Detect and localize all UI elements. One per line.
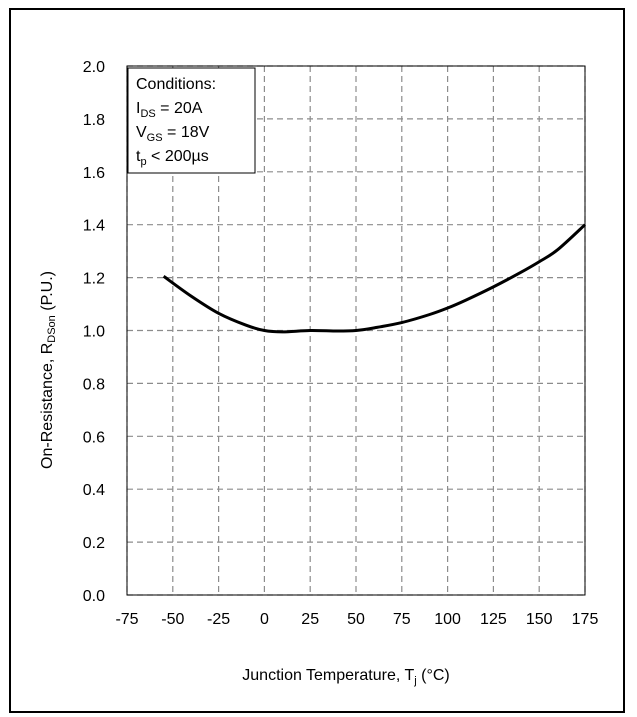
conditions-title: Conditions: [136, 76, 216, 93]
plot-area [126, 65, 586, 596]
x-tick-labels: -75 -50 -25 0 25 50 75 100 125 150 175 [115, 611, 598, 628]
x-tick-label: -75 [115, 611, 138, 628]
x-tick-label: 100 [434, 611, 461, 628]
condition-vgs: VGS = 18V [136, 124, 210, 144]
conditions-box-border [127, 67, 256, 174]
x-tick-label: -50 [161, 611, 184, 628]
x-tick-label: 125 [480, 611, 507, 628]
x-tick-label: 50 [347, 611, 365, 628]
y-tick-label: 1.2 [83, 271, 105, 288]
y-tick-label: 0.4 [83, 482, 105, 499]
y-tick-label: 1.8 [83, 112, 105, 129]
y-tick-label: 0.8 [83, 376, 105, 393]
conditions-box: Conditions: IDS = 20A VGS = 18V tp < 200… [127, 67, 256, 174]
x-tick-label: 150 [526, 611, 553, 628]
y-tick-label: 2.0 [83, 59, 105, 76]
series-layer [162, 223, 587, 334]
y-tick-label: 1.0 [83, 324, 105, 341]
y-axis-title: On-Resistance, RDSon (P.U.) [39, 271, 58, 469]
condition-ids: IDS = 20A [136, 100, 203, 120]
chart-frame [9, 8, 625, 713]
x-tick-label: -25 [207, 611, 230, 628]
x-tick-label: 25 [301, 611, 319, 628]
x-axis-title: Junction Temperature, Tj (°C) [242, 667, 449, 687]
y-tick-label: 1.4 [83, 218, 105, 235]
y-tick-label: 1.6 [83, 165, 105, 182]
y-tick-label: 0.2 [83, 535, 105, 552]
y-tick-label: 0.0 [83, 588, 105, 605]
x-tick-label: 0 [260, 611, 269, 628]
series-line [162, 223, 587, 334]
x-tick-label: 175 [572, 611, 599, 628]
y-tick-label: 0.6 [83, 429, 105, 446]
x-tick-label: 75 [393, 611, 411, 628]
y-tick-labels: 0.0 0.2 0.4 0.6 0.8 1.0 1.2 1.4 1.6 1.8 2.0 [83, 59, 105, 605]
condition-tp: tp < 200µs [136, 148, 209, 168]
